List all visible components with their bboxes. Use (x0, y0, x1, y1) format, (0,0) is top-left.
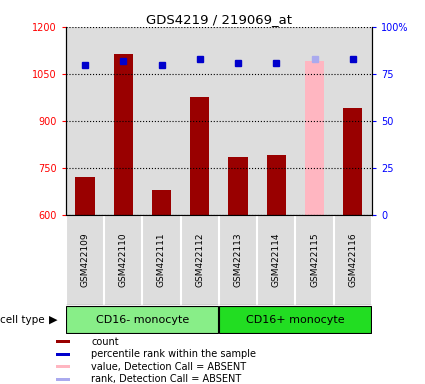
Title: GDS4219 / 219069_at: GDS4219 / 219069_at (146, 13, 292, 26)
Text: GSM422112: GSM422112 (195, 233, 204, 287)
Bar (219, 306, 371, 333)
Bar (56, 365, 70, 368)
Text: rank, Detection Call = ABSENT: rank, Detection Call = ABSENT (91, 374, 242, 384)
Text: GSM422110: GSM422110 (119, 233, 128, 288)
Bar (219, 215, 257, 305)
Text: CD16- monocyte: CD16- monocyte (96, 314, 189, 325)
Text: cell type: cell type (0, 314, 45, 325)
Bar (343, 108, 362, 215)
Bar (56, 353, 70, 356)
Bar (66, 27, 104, 215)
Bar (257, 27, 295, 215)
Bar (334, 215, 372, 305)
Text: GSM422116: GSM422116 (348, 233, 357, 288)
Bar (267, 156, 286, 215)
Bar (113, 53, 133, 215)
Bar (104, 215, 142, 305)
Bar (229, 157, 247, 215)
Bar (190, 98, 209, 215)
Bar (76, 177, 94, 215)
Bar (334, 27, 372, 215)
Text: CD16+ monocyte: CD16+ monocyte (246, 314, 345, 325)
Bar (181, 215, 219, 305)
Bar (152, 190, 171, 215)
Text: ▶: ▶ (49, 314, 57, 325)
Bar (56, 340, 70, 343)
Text: GSM422109: GSM422109 (80, 233, 90, 288)
Text: value, Detection Call = ABSENT: value, Detection Call = ABSENT (91, 361, 246, 372)
Text: GSM422114: GSM422114 (272, 233, 281, 287)
Bar (305, 61, 324, 215)
Bar (181, 27, 219, 215)
Text: count: count (91, 336, 119, 347)
Bar (142, 27, 181, 215)
Text: GSM422113: GSM422113 (233, 233, 243, 288)
Bar (66, 306, 218, 333)
Text: percentile rank within the sample: percentile rank within the sample (91, 349, 256, 359)
Bar (219, 27, 257, 215)
Bar (142, 215, 181, 305)
Text: GSM422115: GSM422115 (310, 233, 319, 288)
Bar (104, 27, 142, 215)
Bar (66, 215, 104, 305)
Bar (257, 215, 295, 305)
Bar (295, 27, 334, 215)
Bar (56, 377, 70, 381)
Text: GSM422111: GSM422111 (157, 233, 166, 288)
Bar (295, 215, 334, 305)
